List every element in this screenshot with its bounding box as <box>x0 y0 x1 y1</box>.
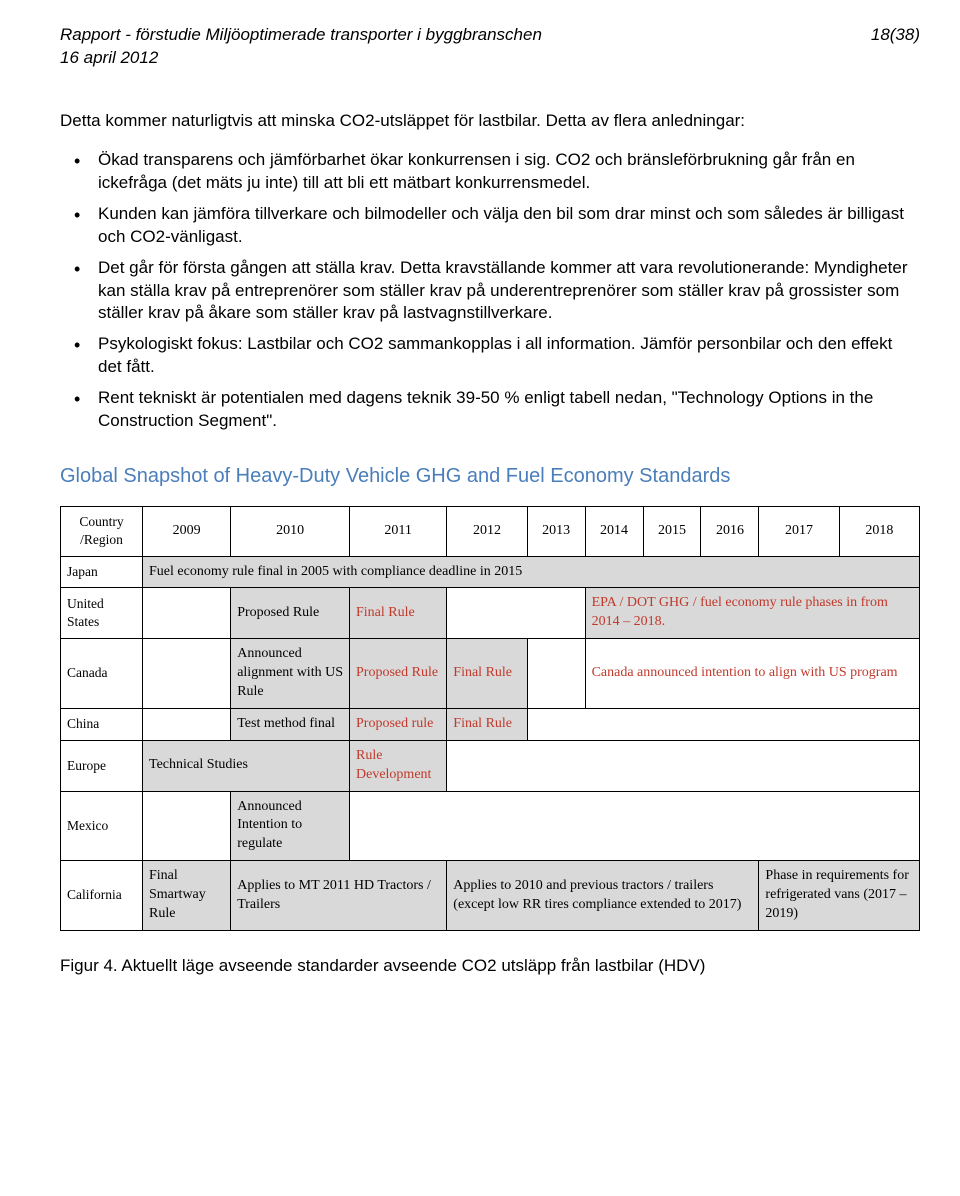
cell: Proposed rule <box>350 708 447 740</box>
row-label: Canada <box>61 639 143 709</box>
cell <box>527 639 585 709</box>
cell: Announced Intention to regulate <box>231 791 350 861</box>
cell: Final Rule <box>447 708 527 740</box>
cell <box>350 791 920 861</box>
figure-caption: Figur 4. Aktuellt läge avseende standard… <box>60 955 920 978</box>
list-item: Ökad transparens och jämförbarhet ökar k… <box>84 149 920 195</box>
cell: Rule Development <box>350 740 447 791</box>
cell: Test method final <box>231 708 350 740</box>
header-year: 2016 <box>701 507 759 556</box>
table-row-us: United States Proposed Rule Final Rule E… <box>61 588 920 639</box>
table-row-europe: Europe Technical Studies Rule Developmen… <box>61 740 920 791</box>
row-label: Mexico <box>61 791 143 861</box>
report-title-line2: 16 april 2012 <box>60 47 542 70</box>
cell <box>447 740 920 791</box>
cell-us-phase: EPA / DOT GHG / fuel economy rule phases… <box>585 588 919 639</box>
list-item: Kunden kan jämföra tillverkare och bilmo… <box>84 203 920 249</box>
page-header: Rapport - förstudie Miljöoptimerade tran… <box>60 24 920 70</box>
cell: Technical Studies <box>143 740 350 791</box>
cell <box>447 588 585 639</box>
cell <box>143 708 231 740</box>
list-item: Psykologiskt fokus: Lastbilar och CO2 sa… <box>84 333 920 379</box>
header-left: Rapport - förstudie Miljöoptimerade tran… <box>60 24 542 70</box>
report-title-line1: Rapport - förstudie Miljöoptimerade tran… <box>60 24 542 47</box>
table-row-canada: Canada Announced alignment with US Rule … <box>61 639 920 709</box>
page-number: 18(38) <box>871 24 920 47</box>
table-row-china: China Test method final Proposed rule Fi… <box>61 708 920 740</box>
cell: Proposed Rule <box>350 639 447 709</box>
cell <box>143 588 231 639</box>
header-year: 2018 <box>839 507 919 556</box>
cell: Phase in requirements for refrigerated v… <box>759 861 920 931</box>
header-year: 2017 <box>759 507 839 556</box>
cell-japan: Fuel economy rule final in 2005 with com… <box>143 556 920 588</box>
table-header-row: Country /Region 2009 2010 2011 2012 2013… <box>61 507 920 556</box>
header-country: Country /Region <box>61 507 143 556</box>
row-label: Japan <box>61 556 143 588</box>
table-row-mexico: Mexico Announced Intention to regulate <box>61 791 920 861</box>
row-label: United States <box>61 588 143 639</box>
header-year: 2010 <box>231 507 350 556</box>
cell: Final Rule <box>447 639 527 709</box>
header-year: 2009 <box>143 507 231 556</box>
cell <box>527 708 919 740</box>
intro-paragraph: Detta kommer naturligtvis att minska CO2… <box>60 110 920 133</box>
table-row-california: California Final Smartway Rule Applies t… <box>61 861 920 931</box>
row-label: California <box>61 861 143 931</box>
header-year: 2014 <box>585 507 643 556</box>
cell-canada-note: Canada announced intention to align with… <box>585 639 919 709</box>
list-item: Det går för första gången att ställa kra… <box>84 257 920 326</box>
cell: Proposed Rule <box>231 588 350 639</box>
cell: Announced alignment with US Rule <box>231 639 350 709</box>
list-item: Rent tekniskt är potentialen med dagens … <box>84 387 920 433</box>
cell <box>143 639 231 709</box>
row-label: Europe <box>61 740 143 791</box>
figure-title: Global Snapshot of Heavy-Duty Vehicle GH… <box>60 463 920 490</box>
cell: Final Rule <box>350 588 447 639</box>
table-row-japan: Japan Fuel economy rule final in 2005 wi… <box>61 556 920 588</box>
header-year: 2012 <box>447 507 527 556</box>
bullet-list: Ökad transparens och jämförbarhet ökar k… <box>60 149 920 433</box>
header-year: 2015 <box>643 507 701 556</box>
cell: Applies to 2010 and previous tractors / … <box>447 861 759 931</box>
row-label: China <box>61 708 143 740</box>
cell: Final Smartway Rule <box>143 861 231 931</box>
header-year: 2011 <box>350 507 447 556</box>
header-year: 2013 <box>527 507 585 556</box>
cell <box>143 791 231 861</box>
standards-table: Country /Region 2009 2010 2011 2012 2013… <box>60 506 920 931</box>
cell: Applies to MT 2011 HD Tractors / Trailer… <box>231 861 447 931</box>
